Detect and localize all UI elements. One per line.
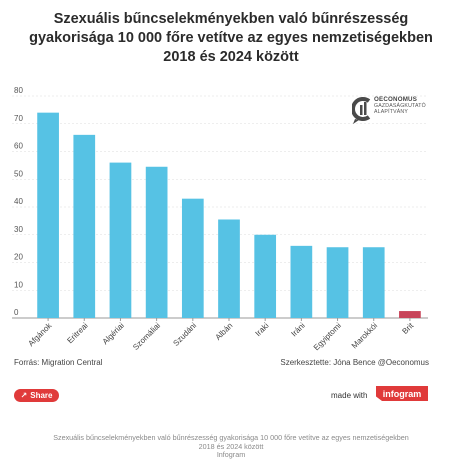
title-line: Szexuális bűncselekményekben való bűnrés…	[53, 11, 409, 27]
y-tick-label: 70	[14, 114, 23, 123]
title-line: gyakorisága 10 000 főre vetítve az egyes…	[29, 30, 433, 46]
y-tick-label: 10	[14, 280, 23, 289]
bar[interactable]	[37, 112, 59, 319]
logo-line: GAZDASÁGKUTATÓ	[374, 103, 426, 109]
y-tick-label: 20	[14, 253, 23, 262]
x-tick-label: Algériai	[101, 321, 126, 346]
title-line: 2018 és 2024 között	[163, 49, 299, 65]
x-tick-label: Marokkói	[350, 321, 379, 350]
source-note: Forrás: Migration Central	[14, 358, 103, 367]
caption: Szexuális bűncselekményekben való bűnrés…	[0, 433, 462, 460]
y-tick-label: 80	[14, 86, 23, 95]
x-tick-label: Iraki	[254, 321, 271, 338]
bar[interactable]	[399, 311, 421, 318]
bar[interactable]	[326, 247, 349, 318]
y-tick-label: 60	[14, 142, 23, 151]
infogram-logo[interactable]: infogram	[376, 386, 428, 401]
bar[interactable]	[290, 245, 313, 318]
x-tick-label: Albán	[214, 321, 235, 342]
oeconomus-logo-icon	[352, 97, 371, 124]
bar[interactable]	[181, 198, 204, 318]
bars	[37, 112, 421, 319]
chart-title: Szexuális bűncselekményekben való bűnrés…	[10, 10, 452, 67]
share-button[interactable]: ↗ Share	[14, 389, 59, 402]
made-with-text: made with	[331, 391, 368, 400]
y-tick-label: 40	[14, 197, 23, 206]
bar[interactable]	[254, 234, 277, 318]
caption-line: Infogram	[216, 450, 246, 459]
logo-line: OECONOMUS	[374, 96, 418, 103]
logo-line: ALAPÍTVÁNY	[374, 109, 409, 115]
x-tick-label: Szomáliai	[131, 321, 162, 352]
caption-line: Szexuális bűncselekményekben való bűnrés…	[53, 433, 409, 442]
y-tick-label: 0	[14, 308, 19, 317]
x-tick-label: Szudáni	[171, 321, 198, 348]
author-note: Szerkesztette: Jóna Bence @Oeconomus	[280, 358, 429, 367]
x-axis-labels: Afgánok Eritreai Algériai Szomáliai Szudáni A…	[26, 318, 416, 352]
x-tick-label: Iráni	[289, 321, 307, 339]
bar[interactable]	[109, 162, 132, 318]
x-tick-label: Brit	[400, 321, 415, 336]
x-tick-label: Eritreai	[65, 321, 89, 345]
y-axis-ticks: 0 10 20 30 40 50 60 70 80	[14, 86, 23, 317]
bar[interactable]	[362, 247, 385, 318]
x-tick-label: Egyiptomi	[312, 321, 343, 352]
share-icon: ↗	[20, 390, 28, 400]
share-label: Share	[30, 391, 53, 400]
oeconomus-logo: OECONOMUS GAZDASÁGKUTATÓ ALAPÍTVÁNY	[352, 95, 432, 129]
y-tick-label: 50	[14, 169, 23, 178]
bar[interactable]	[73, 134, 96, 318]
x-tick-label: Afgánok	[26, 320, 54, 348]
caption-line: 2018 és 2024 között	[198, 441, 264, 451]
bar[interactable]	[218, 219, 240, 318]
y-tick-label: 30	[14, 225, 23, 234]
bar[interactable]	[145, 166, 168, 318]
